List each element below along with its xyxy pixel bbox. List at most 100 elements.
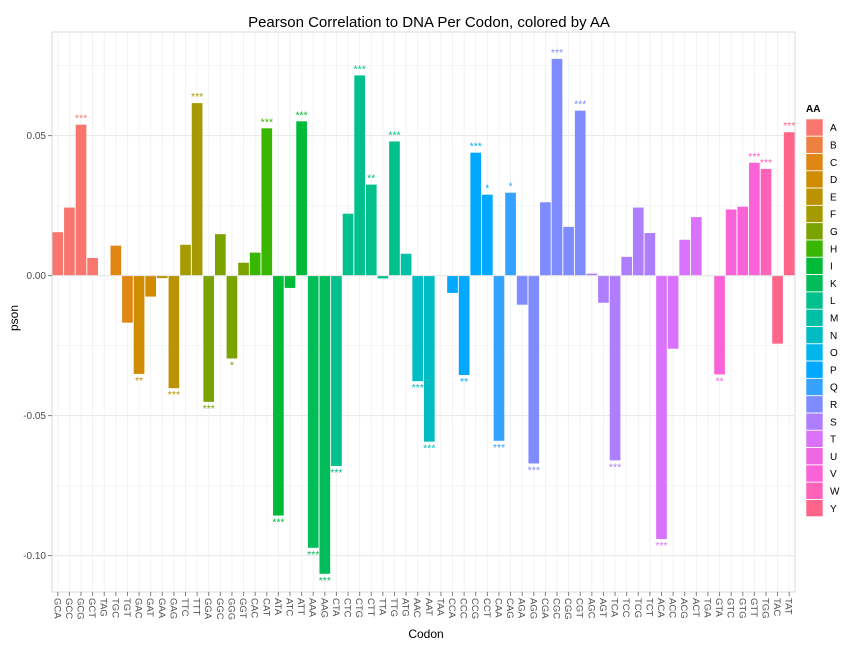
x-tick-label: TAC xyxy=(771,598,782,616)
x-tick-label: CAC xyxy=(249,598,260,618)
x-tick-label: GCT xyxy=(86,598,97,618)
legend-key-h xyxy=(805,239,824,258)
legend-key-v xyxy=(805,464,824,483)
x-tick-label: CAA xyxy=(492,598,503,618)
significance-label: ** xyxy=(367,173,375,185)
significance-label: *** xyxy=(551,47,563,59)
bar-aac xyxy=(412,275,424,382)
significance-label: * xyxy=(485,183,489,195)
significance-label: *** xyxy=(470,141,482,153)
significance-label: *** xyxy=(783,120,795,132)
x-tick-label: AAA xyxy=(307,598,318,618)
y-tick-label: 0.05 xyxy=(27,131,47,142)
legend-label: O xyxy=(830,348,838,359)
significance-label: *** xyxy=(609,461,621,473)
significance-label: * xyxy=(509,181,513,193)
legend-label: P xyxy=(830,365,837,376)
bar-gcc xyxy=(64,207,75,276)
bar-cca xyxy=(447,275,458,293)
legend-label: S xyxy=(830,417,837,428)
x-tick-label: ACA xyxy=(655,598,666,618)
bar-cta xyxy=(331,275,342,466)
bar-aag xyxy=(319,275,331,574)
legend-label: N xyxy=(830,331,837,342)
bar-tta xyxy=(377,275,389,279)
significance-label: *** xyxy=(191,91,203,103)
bar-cac xyxy=(249,252,261,276)
legend-key-u xyxy=(805,447,824,466)
legend-label: G xyxy=(830,227,838,238)
x-tick-label: TTG xyxy=(388,598,399,617)
legend-label: Q xyxy=(830,383,838,394)
bar-gcg xyxy=(75,124,87,276)
chart-title: Pearson Correlation to DNA Per Codon, co… xyxy=(248,14,610,31)
x-tick-label: GAT xyxy=(144,598,155,617)
bar-act xyxy=(690,217,702,276)
bar-aaa xyxy=(307,275,319,548)
legend-label: F xyxy=(830,210,836,221)
x-tick-label: CGC xyxy=(551,598,562,619)
bar-tcg xyxy=(632,207,644,276)
legend-label: E xyxy=(830,192,837,203)
x-tick-label: GGG xyxy=(225,598,236,620)
legend-label: I xyxy=(830,262,833,273)
bar-ttg xyxy=(389,141,400,276)
legend-key-w xyxy=(805,481,824,500)
legend-label: V xyxy=(830,469,837,480)
bar-agc xyxy=(586,273,598,276)
x-tick-label: TTT xyxy=(191,598,202,616)
y-axis-label: pson xyxy=(7,305,21,331)
bar-cgt xyxy=(574,110,586,276)
legend-label: C xyxy=(830,158,837,169)
x-tick-label: AAC xyxy=(411,598,422,618)
bar-gca xyxy=(52,232,64,276)
legend-key-p xyxy=(805,360,824,379)
x-tick-label: ATC xyxy=(283,598,294,616)
legend-key-g xyxy=(805,222,824,241)
x-tick-label: CCC xyxy=(458,598,469,619)
x-tick-label: CTA xyxy=(330,598,341,617)
legend-key-i xyxy=(805,257,824,275)
significance-label: *** xyxy=(261,116,273,128)
legend-key-o xyxy=(805,343,824,362)
x-tick-label: TGA xyxy=(701,598,712,618)
legend-label: K xyxy=(830,279,837,290)
panel-background xyxy=(51,31,796,593)
legend-key-t xyxy=(805,430,824,448)
x-tick-label: TCG xyxy=(632,598,643,618)
x-tick-label: AAT xyxy=(423,598,434,616)
x-tick-label: ATT xyxy=(295,598,306,615)
x-tick-label: AAG xyxy=(318,598,329,618)
x-tick-label: ATA xyxy=(272,598,283,616)
legend-label: U xyxy=(830,452,837,463)
x-axis-label: Codon xyxy=(408,627,443,641)
significance-label: *** xyxy=(330,467,342,479)
legend-label: M xyxy=(830,313,838,324)
significance-label: *** xyxy=(760,157,772,169)
bar-agt xyxy=(598,275,609,303)
bar-tgc xyxy=(110,245,122,276)
significance-label: *** xyxy=(574,99,586,111)
legend-key-m xyxy=(805,308,824,327)
legend-label: D xyxy=(830,175,837,186)
x-tick-label: CGG xyxy=(562,598,573,620)
significance-label: *** xyxy=(493,442,505,454)
bar-ctc xyxy=(342,213,354,276)
x-tick-label: AGG xyxy=(527,598,538,619)
x-tick-label: TCC xyxy=(620,598,631,618)
legend-key-s xyxy=(805,412,824,431)
bar-ttt xyxy=(191,103,203,276)
x-tick-label: CCT xyxy=(481,598,492,618)
x-tick-label: GAG xyxy=(167,598,178,619)
significance-label: *** xyxy=(412,382,424,394)
legend-key-d xyxy=(805,170,824,189)
bar-ctg xyxy=(354,75,365,276)
x-tick-label: TGC xyxy=(109,598,120,618)
x-tick-label: TAT xyxy=(783,598,794,615)
x-tick-label: CAG xyxy=(504,598,515,619)
bar-gta xyxy=(714,275,725,375)
legend-key-n xyxy=(805,326,824,344)
significance-label: ** xyxy=(715,375,723,387)
legend-key-r xyxy=(805,395,824,414)
